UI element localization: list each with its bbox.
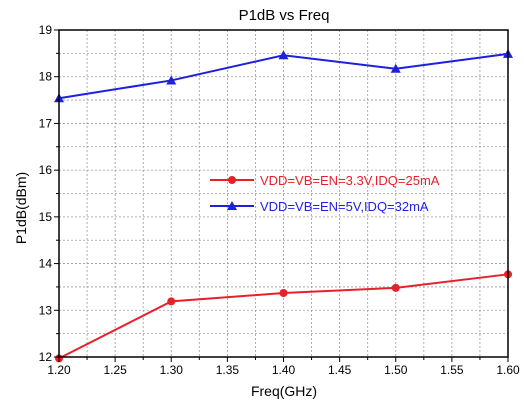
y-tick-label: 15 [39, 210, 53, 224]
x-tick-label: 1.50 [384, 363, 408, 377]
x-tick-label: 1.60 [496, 363, 520, 377]
x-tick-label: 1.25 [103, 363, 127, 377]
data-point [279, 289, 288, 298]
data-point [278, 50, 289, 60]
data-point [390, 63, 401, 73]
series-1 [55, 270, 512, 363]
legend-label: VDD=VB=EN=5V,IDQ=32mA [260, 199, 429, 214]
y-tick-label: 18 [39, 70, 53, 84]
x-tick-label: 1.40 [272, 363, 296, 377]
data-point [391, 283, 400, 292]
x-tick-label: 1.55 [440, 363, 464, 377]
y-axis-title: P1dB(dBm) [13, 172, 29, 244]
y-tick-label: 14 [39, 257, 53, 271]
y-tick-label: 13 [39, 303, 53, 317]
x-tick-label: 1.20 [47, 363, 71, 377]
x-tick-label: 1.45 [328, 363, 352, 377]
y-tick-label: 12 [39, 350, 53, 364]
x-axis-title: Freq(GHz) [251, 383, 317, 399]
y-tick-label: 17 [39, 116, 53, 130]
legend: VDD=VB=EN=3.3V,IDQ=25mA VDD=VB=EN=5V,IDQ=… [210, 173, 440, 214]
y-tick-label: 19 [39, 23, 53, 37]
legend-marker [228, 176, 236, 184]
x-tick-label: 1.35 [216, 363, 240, 377]
chart-title: P1dB vs Freq [239, 7, 330, 24]
legend-label: VDD=VB=EN=3.3V,IDQ=25mA [260, 173, 440, 188]
axis-ticks: 1.20 1.25 1.30 1.35 1.40 1.45 1.50 1.55 1.60 12 13… [39, 23, 520, 377]
grid [59, 30, 508, 357]
data-point [167, 297, 176, 306]
legend-marker [227, 201, 237, 210]
y-tick-label: 16 [39, 163, 53, 177]
x-tick-label: 1.30 [160, 363, 184, 377]
data-point [166, 75, 177, 85]
